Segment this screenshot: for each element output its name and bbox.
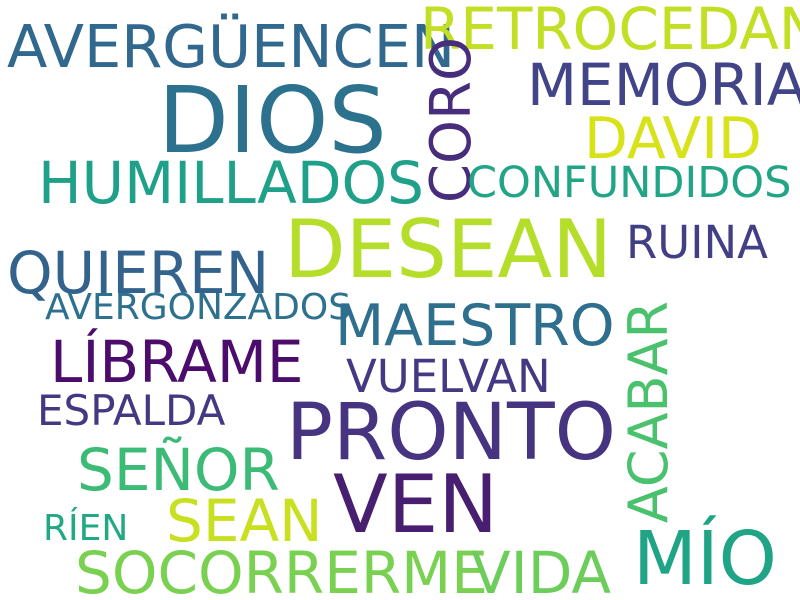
word-avergonzados: AVERGONZADOS bbox=[45, 287, 352, 328]
word-senor: SEÑOR bbox=[77, 436, 280, 504]
word-ven: VEN bbox=[333, 458, 499, 551]
word-pronto: PRONTO bbox=[286, 388, 617, 478]
word-dios: DIOS bbox=[158, 67, 387, 174]
word-humillados: HUMILLADOS bbox=[38, 149, 424, 217]
word-sean: SEAN bbox=[166, 487, 323, 555]
word-confundidos: CONFUNDIDOS bbox=[467, 158, 792, 208]
word-david: DAVID bbox=[584, 106, 762, 172]
word-librame: LÍBRAME bbox=[50, 328, 304, 396]
word-desean: DESEAN bbox=[284, 203, 613, 296]
word-averguencen: AVERGÜENCEN bbox=[7, 12, 456, 81]
word-maestro: MAESTRO bbox=[335, 293, 615, 359]
word-socorrerme: SOCORRERME bbox=[75, 539, 488, 600]
word-vuelvan: VUELVAN bbox=[346, 350, 551, 403]
word-ruina: RUINA bbox=[626, 216, 768, 269]
word-vida: VIDA bbox=[471, 539, 612, 600]
word-memoria: MEMORIA bbox=[527, 51, 800, 119]
word-espalda: ESPALDA bbox=[37, 386, 226, 435]
word-retrocedan: RETROCEDAN bbox=[420, 0, 800, 63]
word-quieren: QUIEREN bbox=[7, 239, 270, 307]
word-acabar: ACABAR bbox=[617, 300, 681, 524]
word-rien: RÍEN bbox=[43, 508, 129, 549]
word-mio: MÍO bbox=[633, 516, 777, 600]
